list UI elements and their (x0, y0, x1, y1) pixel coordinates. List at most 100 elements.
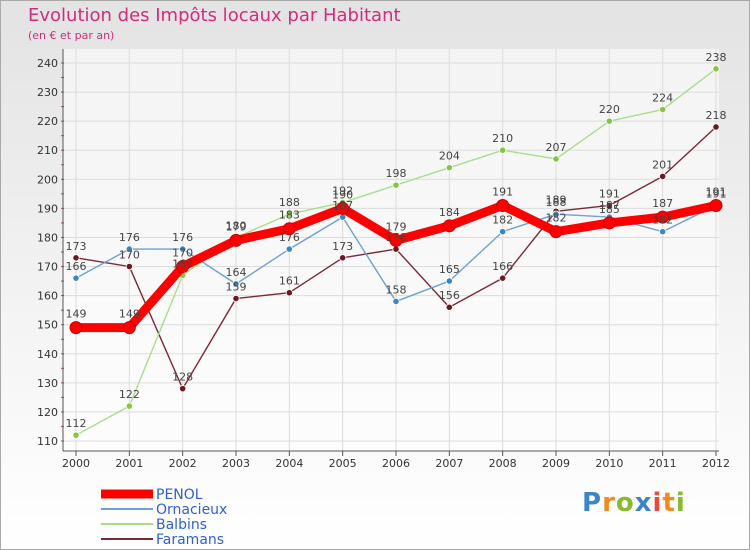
data-label-penol: 149 (66, 308, 87, 321)
data-point-faramans (605, 201, 613, 210)
data-label-balbins: 198 (386, 167, 407, 180)
y-tick-label: 150 (37, 319, 58, 332)
data-label-penol: 191 (492, 185, 513, 198)
data-label-penol: 191 (706, 185, 727, 198)
data-point-penol (602, 216, 616, 230)
x-tick-label: 2003 (222, 457, 250, 470)
data-label-balbins: 220 (599, 103, 620, 116)
logo-letter: i (675, 488, 686, 518)
data-label-balbins: 204 (439, 150, 460, 163)
data-point-balbins (659, 105, 667, 114)
data-point-balbins (552, 155, 560, 163)
legend-label-penol: PENOL (156, 487, 203, 503)
data-label-faramans: 189 (546, 193, 567, 206)
y-tick-label: 110 (37, 435, 58, 448)
data-label-faramans: 173 (66, 240, 87, 253)
y-tick-label: 200 (37, 173, 58, 186)
data-point-faramans (445, 303, 453, 311)
data-point-penol (282, 222, 296, 236)
data-point-ornacieux (552, 210, 560, 218)
data-point-penol (229, 233, 243, 247)
data-point-ornacieux (179, 245, 187, 253)
data-label-ornacieux: 164 (226, 266, 247, 279)
data-point-balbins (392, 181, 400, 189)
data-label-ornacieux: 182 (492, 214, 513, 227)
data-label-ornacieux: 187 (599, 199, 620, 212)
legend-label-balbins: Balbins (156, 517, 207, 533)
legend-label-faramans: Faramans (156, 532, 224, 548)
data-label-penol: 149 (119, 308, 140, 321)
data-label-ornacieux: 158 (386, 283, 407, 296)
legend-label-ornacieux: Ornacieux (156, 502, 227, 518)
logo-letter: r (602, 488, 616, 518)
y-tick-label: 140 (37, 348, 58, 361)
data-point-penol (176, 260, 190, 274)
logo-letter: x (634, 488, 653, 518)
data-label-balbins: 112 (66, 417, 87, 430)
data-point-ornacieux (659, 228, 667, 236)
data-label-penol: 184 (439, 206, 460, 219)
logo-letter: t (662, 488, 676, 518)
series-lines (69, 65, 723, 439)
data-point-faramans (72, 254, 80, 262)
x-tick-label: 2008 (489, 457, 517, 470)
data-point-penol (69, 321, 83, 335)
logo-letter: i (652, 488, 663, 518)
data-point-balbins (499, 146, 507, 154)
data-point-balbins (445, 164, 453, 172)
data-point-penol (656, 210, 670, 224)
data-point-faramans (499, 274, 507, 282)
data-label-penol: 170 (172, 247, 193, 260)
data-label-faramans: 128 (172, 371, 193, 384)
data-point-faramans (179, 385, 187, 393)
axes: 110 120 130 140 150 160 170 180 190 200 210 220 230 2… (37, 49, 730, 470)
data-label-faramans: 173 (332, 240, 353, 253)
x-tick-label: 2004 (275, 457, 303, 470)
data-label-faramans: 166 (492, 260, 513, 273)
data-label-penol: 183 (279, 209, 300, 222)
y-tick-label: 130 (37, 377, 58, 390)
data-label-faramans: 156 (439, 289, 460, 302)
data-label-ornacieux: 176 (279, 231, 300, 244)
data-label-penol: 185 (599, 203, 620, 216)
data-point-balbins (72, 431, 80, 439)
data-point-ornacieux (445, 277, 453, 285)
x-tick-label: 2001 (115, 457, 143, 470)
data-point-faramans (659, 172, 667, 180)
proxiti-logo: Proxiti (582, 488, 686, 518)
y-tick-label: 240 (37, 57, 58, 70)
data-point-ornacieux (499, 228, 507, 236)
x-tick-label: 2010 (595, 457, 623, 470)
data-point-ornacieux (125, 245, 133, 253)
data-label-faramans: 159 (226, 281, 247, 294)
chart-title: Evolution des Impôts locaux par Habitant (28, 5, 401, 26)
x-tick-label: 2000 (62, 457, 90, 470)
data-point-penol (709, 198, 723, 212)
data-label-faramans: 161 (279, 275, 300, 288)
data-point-faramans (712, 123, 720, 131)
y-tick-label: 210 (37, 144, 58, 157)
data-point-balbins (605, 117, 613, 125)
data-label-penol: 179 (386, 220, 407, 233)
data-label-ornacieux: 166 (66, 260, 87, 273)
data-point-penol (549, 225, 563, 239)
data-label-faramans: 218 (706, 109, 727, 122)
data-label-ornacieux: 187 (332, 199, 353, 212)
data-label-balbins: 122 (119, 388, 140, 401)
data-point-balbins (285, 210, 293, 218)
data-label-balbins: 192 (332, 185, 353, 198)
data-point-penol (442, 219, 456, 233)
data-label-penol: 187 (652, 197, 673, 210)
data-label-balbins: 180 (226, 219, 247, 232)
data-label-faramans: 201 (652, 158, 673, 171)
data-point-faramans (232, 294, 240, 303)
data-label-ornacieux: 176 (119, 231, 140, 244)
data-label-ornacieux: 191 (706, 187, 727, 200)
x-tick-label: 2012 (702, 457, 730, 470)
data-label-balbins: 188 (279, 196, 300, 209)
data-point-ornacieux (232, 280, 240, 288)
x-tick-label: 2006 (382, 457, 410, 470)
